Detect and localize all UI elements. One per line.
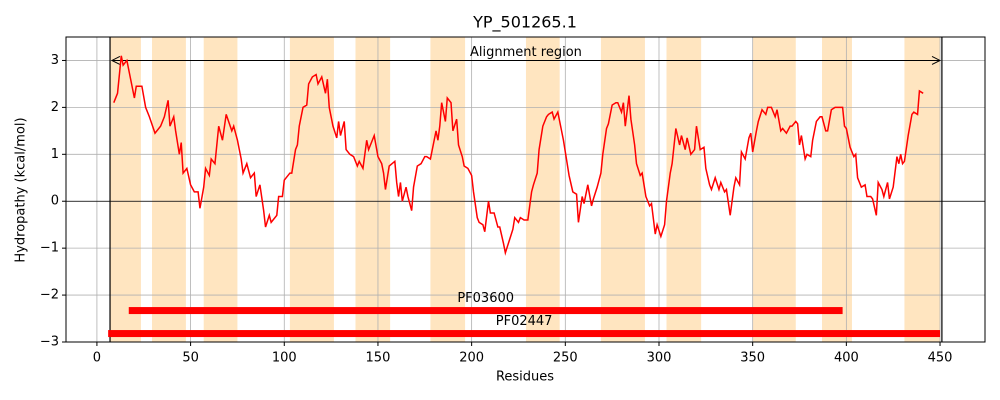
chart-title: YP_501265.1	[472, 13, 577, 33]
y-tick-label: −2	[40, 288, 59, 303]
domain-bar	[108, 330, 941, 338]
alignment-label: Alignment region	[470, 45, 582, 60]
x-tick-label: 250	[553, 351, 578, 366]
x-tick-label: 450	[928, 351, 953, 366]
x-tick-label: 100	[272, 351, 297, 366]
y-axis-label: Hydropathy (kcal/mol)	[14, 117, 29, 262]
x-tick-label: 200	[459, 351, 484, 366]
hydropathy-line	[113, 55, 924, 256]
x-tick-label: 150	[366, 351, 391, 366]
y-tick-label: 0	[51, 194, 59, 209]
y-tick-label: 3	[51, 53, 59, 68]
y-tick-label: −1	[40, 241, 59, 256]
highlight-region	[666, 37, 702, 342]
highlight-region	[151, 37, 186, 342]
x-tick-label: 350	[740, 351, 765, 366]
highlight-region	[752, 37, 796, 342]
arrow-head	[931, 56, 942, 65]
highlight-region	[525, 37, 560, 342]
x-tick-label: 300	[647, 351, 672, 366]
highlight-region	[203, 37, 238, 342]
x-axis-label: Residues	[496, 370, 554, 385]
domain-label: PF02447	[496, 314, 553, 329]
y-tick-label: 2	[51, 100, 59, 115]
plot-frame	[65, 36, 986, 343]
y-tick-label: 1	[51, 147, 59, 162]
domain-bar	[128, 307, 843, 315]
x-tick-label: 400	[834, 351, 859, 366]
x-tick-label: 50	[182, 351, 199, 366]
arrow-head	[110, 56, 121, 65]
domain-label: PF03600	[457, 291, 514, 306]
highlight-region	[600, 37, 645, 342]
highlight-region	[110, 37, 141, 342]
highlight-region	[355, 37, 391, 342]
highlight-region	[430, 37, 466, 342]
x-tick-label: 0	[93, 351, 101, 366]
highlight-region	[904, 37, 941, 342]
highlight-region	[821, 37, 852, 342]
y-tick-label: −3	[40, 335, 59, 350]
